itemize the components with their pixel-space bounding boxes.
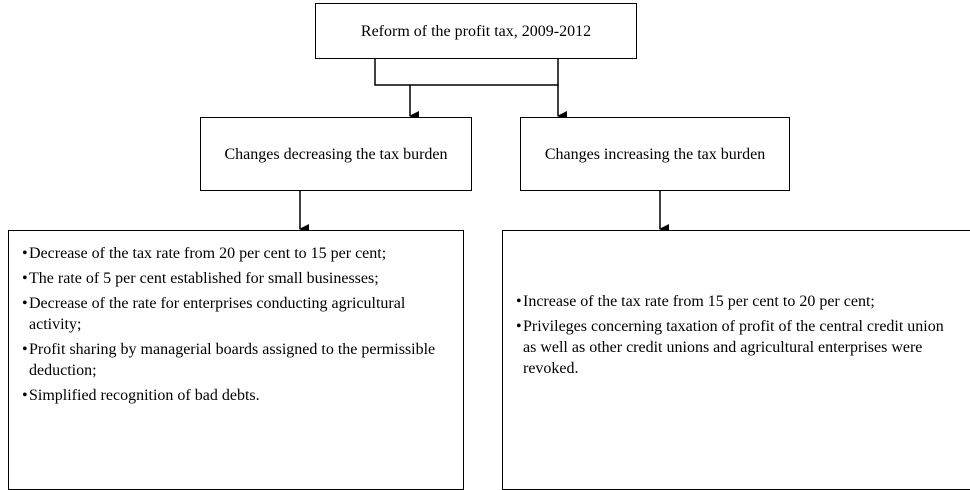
- node-label: Changes increasing the tax burden: [544, 145, 766, 163]
- bracket: [374, 58, 559, 86]
- right-node: Changes increasing the tax burden: [520, 117, 790, 191]
- list-item: Privileges concerning taxation of profit…: [516, 316, 957, 379]
- connector-lines: [299, 58, 669, 234]
- node-label: Reform of the profit tax, 2009-2012: [360, 22, 592, 40]
- root-node: Reform of the profit tax, 2009-2012: [315, 3, 637, 59]
- list-item: Decrease of the tax rate from 20 per cen…: [22, 243, 449, 264]
- list-item: Decrease of the rate for enterprises con…: [22, 293, 449, 335]
- left-node: Changes decreasing the tax burden: [200, 117, 472, 191]
- list-item: Increase of the tax rate from 15 per cen…: [516, 291, 957, 312]
- right-list: Increase of the tax rate from 15 per cen…: [502, 230, 970, 490]
- list-item: The rate of 5 per cent established for s…: [22, 268, 449, 289]
- left-list: Decrease of the tax rate from 20 per cen…: [8, 230, 464, 490]
- list-item: Simplified recognition of bad debts.: [22, 385, 449, 406]
- list-item: Profit sharing by managerial boards assi…: [22, 339, 449, 381]
- node-label: Changes decreasing the tax burden: [224, 145, 448, 163]
